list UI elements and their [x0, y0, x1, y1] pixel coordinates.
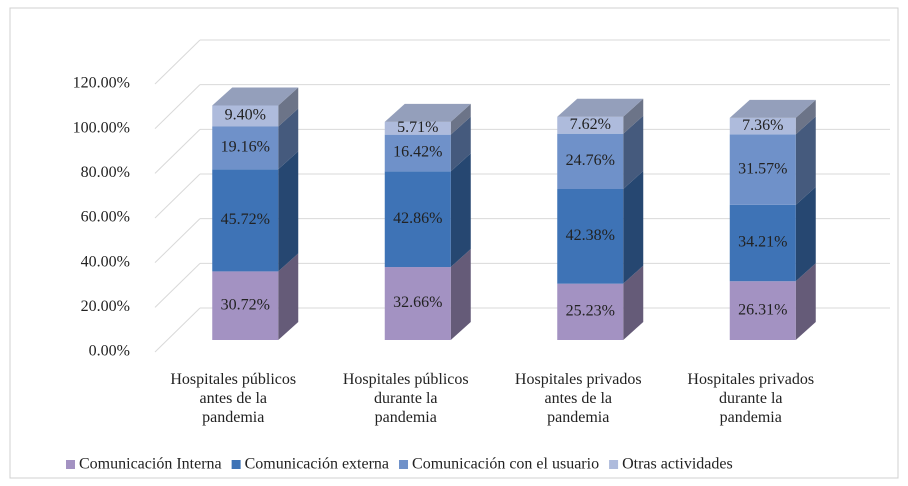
- bar-side: [450, 103, 471, 135]
- y-tick-label: 20.00%: [81, 298, 130, 315]
- legend-swatch: [66, 460, 75, 469]
- data-label: 42.38%: [566, 227, 615, 244]
- x-tick-label: Hospitales públicos durante la pandemia: [343, 371, 469, 426]
- legend-swatch: [609, 460, 619, 469]
- bar: [729, 281, 796, 340]
- bar-side: [623, 115, 644, 190]
- x-tick-label-line: Hospitales públicos: [170, 371, 296, 388]
- bar-side: [795, 263, 816, 340]
- data-label: 16.42%: [393, 144, 442, 161]
- bar-side: [450, 116, 471, 172]
- bar: [557, 283, 624, 340]
- legend-label: Otras actividades: [622, 456, 733, 473]
- bar: [729, 117, 796, 135]
- bar-side: [450, 249, 471, 340]
- grid-line: [154, 173, 201, 219]
- bar: [384, 121, 451, 135]
- x-tick-label-line: pandemia: [720, 409, 782, 426]
- data-label: 45.72%: [221, 211, 270, 228]
- grid-line: [154, 84, 201, 130]
- bar-side: [795, 186, 816, 282]
- y-tick-label: 0.00%: [89, 343, 130, 360]
- data-label: 42.86%: [393, 210, 442, 227]
- data-label: 32.66%: [393, 294, 442, 311]
- x-tick-label-line: pandemia: [375, 409, 437, 426]
- data-label: 30.72%: [221, 296, 270, 313]
- bar: [384, 267, 451, 340]
- grid-line: [154, 307, 201, 353]
- y-tick-label: 120.00%: [73, 75, 130, 92]
- bar-top: [729, 99, 816, 118]
- legend-swatch: [399, 460, 409, 469]
- bar-side: [278, 87, 299, 127]
- bar: [212, 105, 279, 127]
- x-tick-label-line: Hospitales públicos: [343, 371, 469, 388]
- y-tick-label: 80.00%: [81, 164, 130, 181]
- data-label: 24.76%: [566, 152, 615, 169]
- x-tick-label: Hospitales privados antes de la pandemia: [515, 371, 642, 426]
- bar-side: [450, 153, 471, 268]
- bar-top: [384, 103, 471, 122]
- legend-label: Comunicación externa: [245, 456, 389, 473]
- y-tick-label: 100.00%: [73, 119, 130, 136]
- y-tick-label: 40.00%: [81, 253, 130, 270]
- bar-side: [278, 253, 299, 340]
- bar: [557, 116, 624, 134]
- x-tick-label-line: pandemia: [202, 409, 264, 426]
- bar: [384, 171, 451, 268]
- bar: [212, 126, 279, 170]
- bar: [729, 134, 796, 205]
- bar-top: [557, 98, 644, 117]
- bar: [729, 204, 796, 282]
- bar-side: [795, 99, 816, 135]
- bar: [557, 133, 624, 190]
- bar-side: [623, 171, 644, 284]
- bar: [557, 189, 624, 284]
- x-tick-label-line: Hospitales privados: [687, 371, 814, 388]
- grid-line: [154, 39, 201, 85]
- data-label: 25.23%: [566, 302, 615, 319]
- data-label: 7.62%: [570, 116, 611, 133]
- x-tick-label-line: durante la: [374, 390, 438, 407]
- data-label: 9.40%: [225, 107, 266, 124]
- bar: [212, 271, 279, 340]
- bar-side: [623, 265, 644, 340]
- grid-line: [154, 262, 201, 308]
- data-label: 31.57%: [738, 160, 787, 177]
- x-tick-label: Hospitales privados durante la pandemia: [687, 371, 814, 426]
- data-label: 7.36%: [742, 117, 783, 134]
- bar: [384, 134, 451, 172]
- grid-line: [154, 128, 201, 174]
- data-label: 19.16%: [221, 139, 270, 156]
- x-tick-label-line: antes de la: [199, 390, 267, 407]
- x-tick-label-line: antes de la: [544, 390, 612, 407]
- data-label: 26.31%: [738, 301, 787, 318]
- bar-top: [212, 87, 299, 106]
- x-tick-label-line: Hospitales privados: [515, 371, 642, 388]
- bar-side: [278, 108, 299, 170]
- x-tick-label-line: pandemia: [547, 409, 609, 426]
- x-tick-label-line: durante la: [719, 390, 783, 407]
- legend-swatch: [231, 460, 241, 469]
- bar: [212, 169, 279, 272]
- x-tick-label: Hospitales públicos antes de la pandemia: [170, 371, 296, 426]
- bar-side: [795, 116, 816, 205]
- data-label: 5.71%: [397, 119, 438, 136]
- bar-side: [278, 151, 299, 272]
- bar-side: [623, 98, 644, 134]
- grid-line: [154, 218, 201, 264]
- y-tick-label: 60.00%: [81, 209, 130, 226]
- legend-label: Comunicación Interna: [79, 456, 222, 473]
- data-label: 34.21%: [738, 234, 787, 251]
- legend-label: Comunicación con el usuario: [412, 456, 599, 473]
